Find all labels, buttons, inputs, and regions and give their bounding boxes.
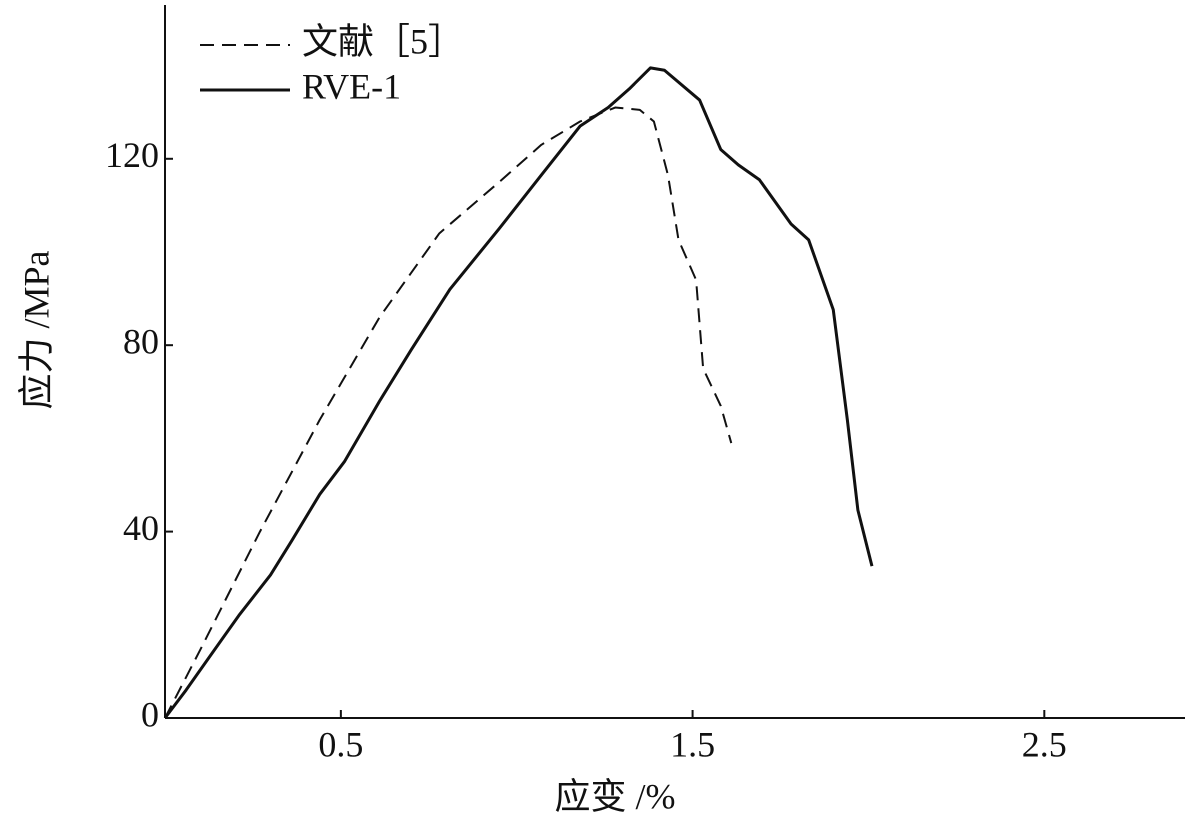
x-tick-label: 0.5 xyxy=(318,724,363,764)
legend-label: RVE-1 xyxy=(302,66,401,106)
series-line xyxy=(163,66,874,719)
y-tick-label: 40 xyxy=(123,508,159,548)
x-tick-label: 2.5 xyxy=(1022,724,1067,764)
legend-label: 文献［5］ xyxy=(302,21,464,61)
y-axis-label: 应力 /MPa xyxy=(16,250,56,409)
y-tick-label: 0 xyxy=(141,694,159,734)
y-tick-label: 80 xyxy=(123,321,159,361)
y-tick-label: 120 xyxy=(105,135,159,175)
x-axis-label: 应变 /% xyxy=(555,776,676,816)
x-tick-label: 1.5 xyxy=(670,724,715,764)
series-line xyxy=(164,106,733,719)
